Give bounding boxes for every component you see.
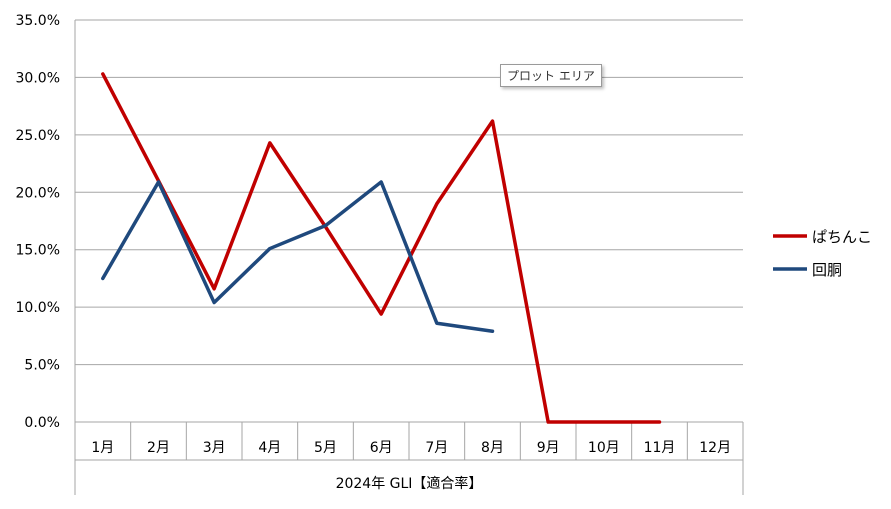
x-tick-label: 2月 bbox=[147, 440, 170, 456]
y-tick-label: 35.0% bbox=[16, 13, 60, 29]
y-tick-label: 5.0% bbox=[24, 358, 60, 374]
legend-label: 回胴 bbox=[812, 261, 842, 279]
y-tick-label: 10.0% bbox=[16, 300, 60, 316]
y-tick-label: 0.0% bbox=[24, 415, 60, 431]
x-axis-title: 2024年 GLI【適合率】 bbox=[336, 475, 483, 492]
y-tick-label: 25.0% bbox=[16, 128, 60, 144]
x-tick-label: 7月 bbox=[425, 440, 448, 456]
x-tick-label: 11月 bbox=[644, 440, 676, 456]
x-tick-label: 1月 bbox=[91, 440, 114, 456]
plot-area-tooltip: プロット エリア bbox=[500, 64, 602, 87]
x-tick-label: 5月 bbox=[314, 440, 337, 456]
x-tick-label: 9月 bbox=[537, 440, 560, 456]
y-tick-label: 30.0% bbox=[16, 70, 60, 86]
series-line-2 bbox=[103, 182, 493, 331]
x-tick-label: 8月 bbox=[481, 440, 504, 456]
x-tick-label: 12月 bbox=[699, 440, 731, 456]
x-tick-label: 3月 bbox=[203, 440, 226, 456]
x-tick-label: 10月 bbox=[588, 440, 620, 456]
y-tick-label: 15.0% bbox=[16, 243, 60, 259]
x-tick-label: 4月 bbox=[258, 440, 281, 456]
legend-label: ぱちんこ bbox=[812, 228, 872, 246]
y-tick-label: 20.0% bbox=[16, 185, 60, 201]
series-lines bbox=[103, 74, 660, 422]
x-tick-label: 6月 bbox=[370, 440, 393, 456]
series-line-1 bbox=[103, 74, 660, 422]
